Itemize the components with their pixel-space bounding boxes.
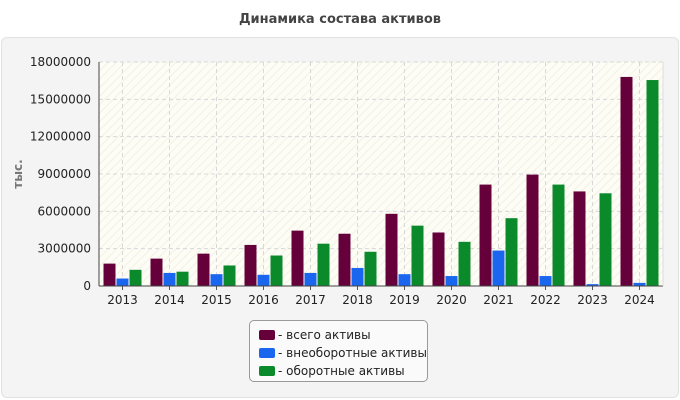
bar-3 <box>552 184 565 286</box>
bar-2 <box>351 267 364 286</box>
bar-1 <box>197 253 210 286</box>
y-tick-label: 6000000 <box>38 204 91 218</box>
bar-3 <box>176 271 189 286</box>
bar-1 <box>385 213 398 286</box>
bar-1 <box>620 76 633 286</box>
x-tick-label: 2013 <box>107 293 138 307</box>
y-tick-label: 18000000 <box>30 55 91 69</box>
x-tick-label: 2017 <box>295 293 326 307</box>
y-tick-label: 12000000 <box>30 130 91 144</box>
x-tick-label: 2016 <box>248 293 279 307</box>
y-tick-label: 3000000 <box>38 242 91 256</box>
bar-2 <box>586 284 599 286</box>
bar-1 <box>479 184 492 286</box>
y-tick-label: 15000000 <box>30 92 91 106</box>
bar-3 <box>458 241 471 286</box>
bar-1 <box>150 258 163 286</box>
legend-swatch <box>259 348 275 358</box>
bar-3 <box>223 265 236 286</box>
x-tick-label: 2020 <box>436 293 467 307</box>
bar-2 <box>492 250 505 286</box>
chart-legend: - всего активы - внеоборотные активы - обо… <box>249 320 428 382</box>
legend-item: - внеоборотные активы <box>259 344 427 362</box>
legend-item: - оборотные активы <box>259 362 427 380</box>
bar-1 <box>573 191 586 286</box>
bar-3 <box>646 80 659 287</box>
y-axis-label: тыс. <box>11 159 25 188</box>
bar-3 <box>411 225 424 286</box>
bar-2 <box>304 272 317 286</box>
x-tick-label: 2022 <box>530 293 561 307</box>
legend-swatch <box>259 366 275 376</box>
y-tick-label: 0 <box>83 279 91 293</box>
bar-1 <box>338 233 351 286</box>
chart-title: Динамика состава активов <box>238 12 442 27</box>
bar-2 <box>398 274 411 286</box>
legend-swatch <box>259 330 275 340</box>
x-tick-label: 2023 <box>577 293 608 307</box>
x-tick-label: 2018 <box>342 293 373 307</box>
x-tick-label: 2015 <box>201 293 232 307</box>
bar-2 <box>163 272 176 286</box>
bar-2 <box>445 276 458 286</box>
bar-1 <box>526 174 539 286</box>
bar-3 <box>317 243 330 286</box>
legend-label: - всего активы <box>278 328 371 342</box>
bar-2 <box>539 276 552 286</box>
bar-1 <box>244 244 257 286</box>
legend-item: - всего активы <box>259 326 427 344</box>
bar-1 <box>291 230 304 286</box>
bar-2 <box>210 274 223 286</box>
bar-3 <box>505 218 518 286</box>
bar-3 <box>270 255 283 286</box>
y-tick-label: 9000000 <box>38 167 91 181</box>
x-tick-label: 2014 <box>154 293 185 307</box>
bar-2 <box>257 274 270 286</box>
legend-label: - оборотные активы <box>278 364 405 378</box>
x-tick-label: 2021 <box>483 293 514 307</box>
bar-2 <box>633 282 646 286</box>
x-tick-label: 2024 <box>624 293 655 307</box>
bar-1 <box>432 232 445 286</box>
bar-3 <box>599 193 612 286</box>
legend-label: - внеоборотные активы <box>278 346 427 360</box>
bar-3 <box>364 251 377 286</box>
x-tick-label: 2019 <box>389 293 420 307</box>
bar-2 <box>116 278 129 286</box>
bar-3 <box>129 269 142 286</box>
bar-1 <box>103 263 116 286</box>
